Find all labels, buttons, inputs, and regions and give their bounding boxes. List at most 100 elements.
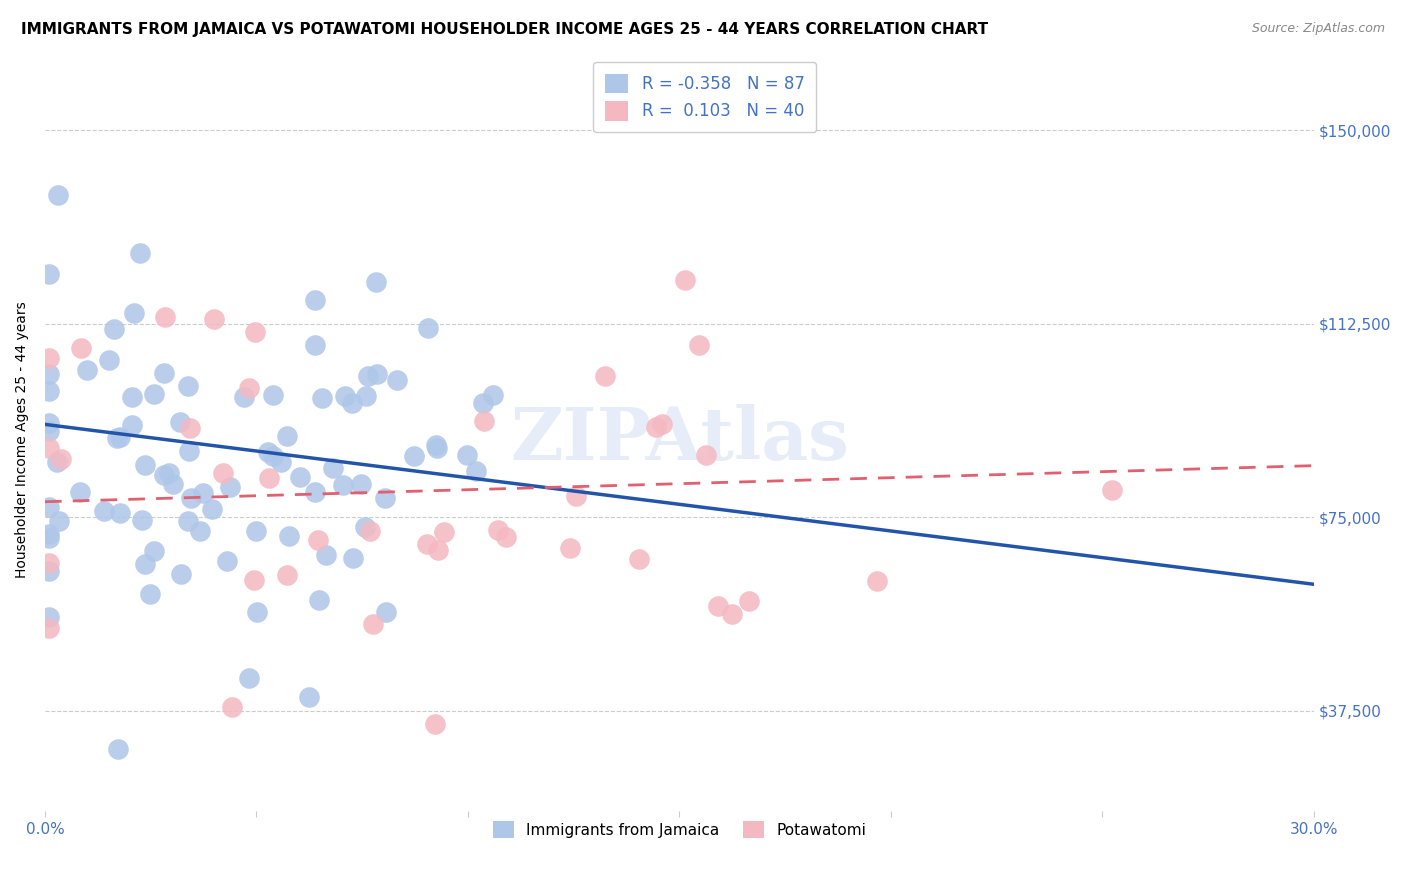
Point <box>354 389 377 403</box>
Point <box>38 424 60 438</box>
Point <box>201 502 224 516</box>
Point <box>38 500 60 514</box>
Point <box>257 444 280 458</box>
Point <box>304 338 326 352</box>
Point <box>46 187 69 202</box>
Point <box>456 448 478 462</box>
Point <box>169 415 191 429</box>
Point <box>721 607 744 621</box>
Point <box>465 464 488 478</box>
Point <box>707 599 730 613</box>
Point <box>122 306 145 320</box>
Point <box>243 574 266 588</box>
Point <box>481 388 503 402</box>
Point <box>121 418 143 433</box>
Point <box>688 337 710 351</box>
Point <box>259 471 281 485</box>
Point <box>364 276 387 290</box>
Point <box>38 368 60 382</box>
Point <box>350 476 373 491</box>
Point <box>1101 483 1123 497</box>
Point <box>76 363 98 377</box>
Point <box>180 491 202 505</box>
Point <box>177 515 200 529</box>
Y-axis label: Householder Income Ages 25 - 44 years: Householder Income Ages 25 - 44 years <box>15 301 30 578</box>
Point <box>353 520 375 534</box>
Point <box>288 469 311 483</box>
Point <box>179 421 201 435</box>
Point <box>202 312 225 326</box>
Point <box>332 478 354 492</box>
Point <box>628 551 651 566</box>
Point <box>38 384 60 398</box>
Point <box>404 450 426 464</box>
Point <box>385 374 408 388</box>
Point <box>276 429 298 443</box>
Point <box>262 450 284 464</box>
Point <box>245 605 267 619</box>
Point <box>238 381 260 395</box>
Point <box>238 671 260 685</box>
Point <box>217 554 239 568</box>
Point <box>218 480 240 494</box>
Point <box>157 466 180 480</box>
Point <box>155 310 177 325</box>
Point <box>103 322 125 336</box>
Point <box>277 529 299 543</box>
Point <box>565 489 588 503</box>
Point <box>38 527 60 541</box>
Point <box>48 514 70 528</box>
Point <box>366 367 388 381</box>
Point <box>738 594 761 608</box>
Point <box>139 587 162 601</box>
Point <box>153 366 176 380</box>
Point <box>645 420 668 434</box>
Point <box>673 273 696 287</box>
Point <box>105 431 128 445</box>
Point <box>415 537 437 551</box>
Point <box>472 413 495 427</box>
Point <box>695 448 717 462</box>
Point <box>45 455 67 469</box>
Point <box>49 451 72 466</box>
Point <box>98 352 121 367</box>
Point <box>245 325 267 339</box>
Point <box>433 525 456 540</box>
Point <box>128 245 150 260</box>
Point <box>38 564 60 578</box>
Legend: Immigrants from Jamaica, Potawatomi: Immigrants from Jamaica, Potawatomi <box>486 814 872 845</box>
Point <box>304 485 326 500</box>
Point <box>212 466 235 480</box>
Point <box>179 443 201 458</box>
Point <box>558 541 581 555</box>
Point <box>134 458 156 472</box>
Point <box>134 557 156 571</box>
Point <box>270 455 292 469</box>
Point <box>262 387 284 401</box>
Point <box>38 268 60 282</box>
Point <box>38 610 60 624</box>
Text: ZIPAtlas: ZIPAtlas <box>510 404 849 475</box>
Point <box>108 430 131 444</box>
Point <box>425 437 447 451</box>
Point <box>38 441 60 455</box>
Point <box>374 491 396 505</box>
Point <box>276 567 298 582</box>
Point <box>38 621 60 635</box>
Point <box>593 369 616 384</box>
Point <box>298 690 321 704</box>
Point <box>486 524 509 538</box>
Point <box>363 617 385 632</box>
Point <box>38 416 60 430</box>
Point <box>866 574 889 588</box>
Point <box>177 378 200 392</box>
Point <box>495 530 517 544</box>
Point <box>342 551 364 566</box>
Point <box>416 321 439 335</box>
Point <box>221 700 243 714</box>
Point <box>423 716 446 731</box>
Point <box>357 368 380 383</box>
Point <box>304 293 326 307</box>
Point <box>315 549 337 563</box>
Point <box>69 484 91 499</box>
